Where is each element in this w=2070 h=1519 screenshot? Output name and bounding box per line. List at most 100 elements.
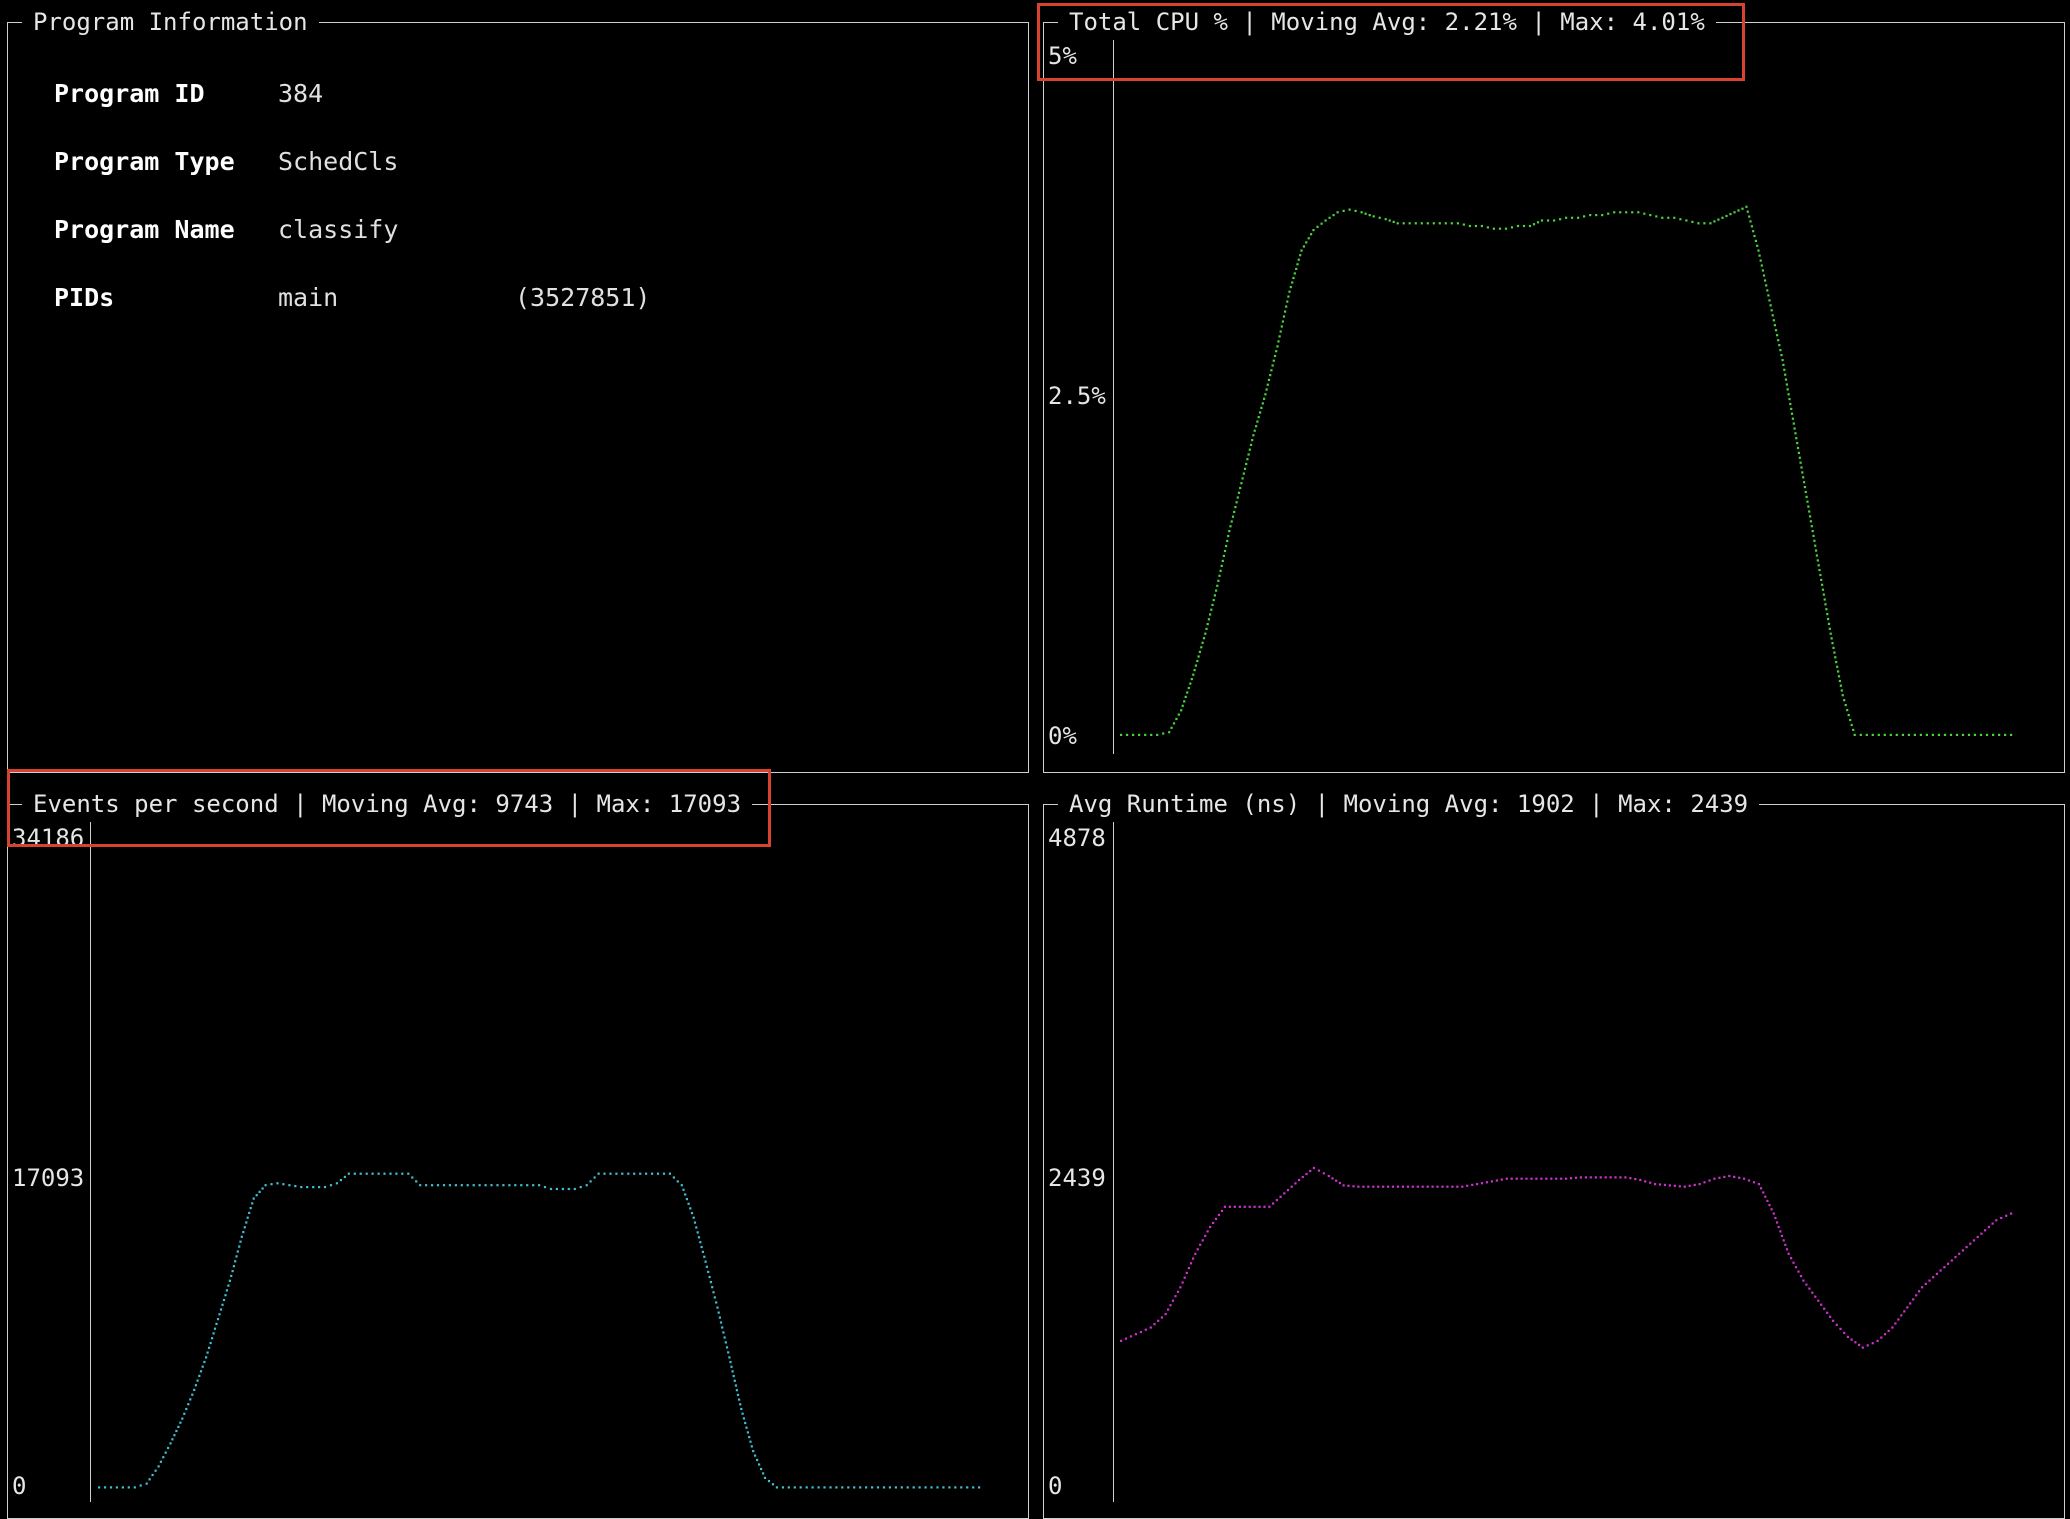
plot-dot <box>1802 1279 1805 1282</box>
plot-dot <box>1362 1185 1365 1188</box>
plot-dot <box>1703 1181 1706 1184</box>
plot-dot <box>1831 642 1834 645</box>
plot-dot <box>1265 388 1268 391</box>
plot-dot <box>1679 218 1682 221</box>
plot-dot <box>1654 1183 1657 1186</box>
plot-dot <box>793 1486 796 1489</box>
plot-dot <box>1776 334 1779 337</box>
plot-dot <box>684 1193 687 1196</box>
plot-dot <box>1894 1322 1897 1325</box>
plot-dot <box>1242 472 1245 475</box>
plot-dot <box>1266 383 1269 386</box>
plot-dot <box>763 1476 767 1479</box>
plot-dot <box>1294 1182 1297 1185</box>
plot-dot <box>1821 583 1824 586</box>
plot-dot <box>1725 214 1728 218</box>
plot-dot <box>1834 656 1837 659</box>
plot-dot <box>1830 637 1833 640</box>
plot-dot <box>1196 659 1199 663</box>
plot-dot <box>1817 1299 1820 1302</box>
plot-dot <box>526 1184 529 1187</box>
plot-dot <box>750 1445 753 1448</box>
plot-dot <box>704 1260 707 1263</box>
plot-dot <box>216 1318 220 1321</box>
plot-dot <box>294 1185 297 1188</box>
plot-dot <box>1624 1176 1627 1179</box>
plot-dot <box>1778 344 1781 347</box>
plot-dot <box>235 1255 238 1258</box>
plot-dot <box>1601 214 1604 217</box>
plot-dot <box>1797 1270 1800 1273</box>
plot-dot <box>1634 1178 1637 1181</box>
plot-dot <box>1264 393 1267 396</box>
events-ytick-mid: 17093 <box>12 1164 85 1192</box>
plot-dot <box>1764 279 1767 282</box>
plot-dot <box>715 1301 718 1304</box>
plot-dot <box>1688 1184 1691 1187</box>
plot-dot <box>1174 1295 1177 1298</box>
plot-dot <box>1639 1178 1642 1182</box>
plot-dot <box>1805 1283 1808 1286</box>
plot-dot <box>1939 1269 1942 1272</box>
plot-dot <box>1649 1181 1652 1184</box>
plot-dot <box>1823 1307 1826 1310</box>
plot-dot <box>1414 222 1417 225</box>
plot-dot <box>1594 1176 1597 1179</box>
plot-dot <box>1342 1184 1345 1187</box>
plot-dot <box>1388 219 1391 222</box>
plot-dot <box>1225 544 1228 548</box>
plot-dot <box>1271 364 1274 367</box>
plot-dot <box>1795 437 1798 440</box>
plot-dot <box>1661 216 1664 219</box>
plot-dot <box>1279 330 1282 333</box>
plot-dot <box>1770 309 1773 312</box>
plot-dot <box>1839 684 1842 687</box>
plot-dot <box>972 1486 975 1489</box>
plot-dot <box>1248 1205 1251 1208</box>
plot-dot <box>157 1465 160 1468</box>
plot-dot <box>978 1486 981 1489</box>
cpu-ytick-min: 0% <box>1048 722 1077 750</box>
plot-dot <box>1792 422 1795 425</box>
plot-dot <box>906 1486 909 1489</box>
plot-dot <box>1798 456 1801 459</box>
plot-dot <box>1177 713 1180 716</box>
plot-dot <box>805 1486 808 1489</box>
plot-dot <box>1777 1225 1780 1229</box>
plot-dot <box>1841 694 1844 697</box>
plot-dot <box>1540 219 1544 222</box>
plot-dot <box>685 1198 688 1201</box>
plot-dot <box>1825 608 1828 611</box>
plot-dot <box>246 1216 249 1219</box>
plot-dot <box>1426 1185 1429 1188</box>
plot-dot <box>1202 637 1206 640</box>
plot-dot <box>222 1298 226 1302</box>
events-y-axis <box>90 822 91 1502</box>
plot-dot <box>1160 1316 1163 1319</box>
plot-dot <box>1814 1295 1817 1298</box>
plot-dot <box>532 1184 535 1187</box>
plot-dot <box>1972 1239 1976 1242</box>
plot-dot <box>1149 1326 1152 1329</box>
plot-dot <box>1396 1185 1400 1188</box>
plot-dot <box>1861 1346 1864 1349</box>
plot-dot <box>1752 230 1755 233</box>
plot-dot <box>728 1356 731 1359</box>
plot-dot <box>276 1182 279 1185</box>
plot-dot <box>395 1172 398 1175</box>
plot-dot <box>1269 374 1272 377</box>
plot-dot <box>627 1172 630 1175</box>
plot-dot <box>389 1172 392 1175</box>
plot-dot <box>1811 530 1814 533</box>
plot-dot <box>651 1172 654 1175</box>
plot-dot <box>1931 733 1934 736</box>
plot-dot <box>270 1183 273 1186</box>
plot-dot <box>1331 1177 1334 1180</box>
plot-dot <box>1446 1185 1449 1188</box>
plot-dot <box>1807 505 1810 508</box>
plot-dot <box>1187 686 1190 690</box>
plot-dot <box>1275 1199 1278 1202</box>
plot-dot <box>1967 733 1971 736</box>
plot-dot <box>1204 632 1207 635</box>
plot-dot <box>187 1403 190 1406</box>
